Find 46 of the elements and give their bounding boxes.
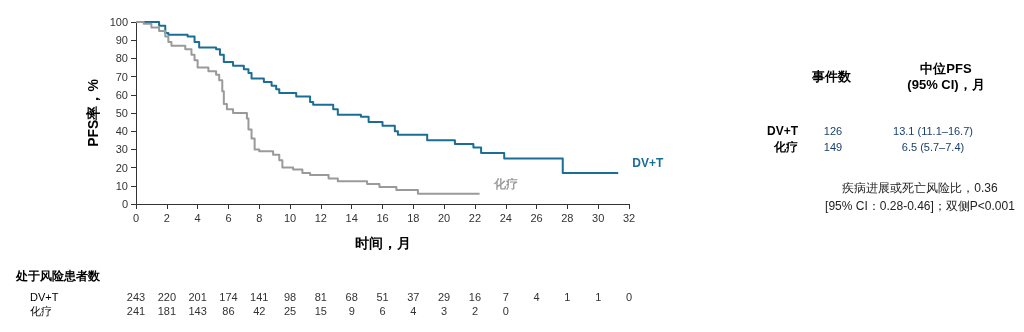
- x-tick-label: 16: [376, 211, 389, 224]
- x-tick-label: 14: [345, 211, 358, 224]
- x-tick-label: 2: [163, 211, 170, 224]
- y-tick-label: 30: [115, 143, 128, 156]
- text: 事件数: [810, 69, 852, 84]
- y-tick-label: 80: [115, 52, 128, 65]
- text: 化疗: [773, 140, 798, 154]
- text: DV+T: [30, 290, 59, 303]
- y-tick-label: 60: [115, 88, 128, 101]
- x-tick-label: 22: [468, 211, 482, 224]
- y-tick-label: 100: [109, 16, 128, 28]
- text: 疾病进展或死亡风险比，0.36 [95% CI：0.28-0.46]；双侧P<0.001: [825, 181, 1016, 213]
- text: 241 181 143 86 42 25 15 9 6 4 3 2 0: [126, 304, 509, 317]
- y-tick-label: 90: [115, 34, 128, 47]
- y-tick-label: 10: [115, 179, 128, 192]
- text: 243 220 201 174 141 98 81 68 51 37 29 16 7 4 1 1 0: [126, 290, 633, 303]
- y-tick-label: 70: [115, 70, 128, 83]
- x-axis-title: 时间，月: [354, 235, 411, 251]
- x-tick-label: 18: [407, 211, 420, 224]
- y-tick-label: 40: [115, 125, 128, 138]
- x-tick-label: 6: [225, 211, 232, 224]
- series-label: DV+T: [632, 156, 664, 171]
- text: 6.5 (5.7–7.4): [901, 140, 965, 153]
- y-tick-label: 50: [115, 107, 128, 119]
- x-tick-label: 32: [622, 211, 636, 224]
- x-tick-label: 28: [561, 211, 574, 224]
- y-axis-title: PFS率，%: [85, 78, 101, 147]
- text: 13.1 (11.1–16.7): [893, 124, 973, 137]
- text: 126: [823, 124, 843, 137]
- y-tick-label: 0: [121, 198, 128, 210]
- text: 处于风险患者数: [15, 269, 101, 283]
- x-tick-label: 0: [132, 211, 140, 224]
- text: 化疗: [30, 304, 52, 317]
- text: DV+T: [766, 124, 799, 138]
- series-label: 化疗: [492, 176, 518, 191]
- y-tick-label: 20: [115, 161, 128, 174]
- text: 中位PFS (95% CI)，月: [907, 60, 985, 92]
- x-tick-label: 24: [499, 211, 512, 224]
- x-tick-label: 30: [592, 211, 605, 224]
- x-tick-label: 10: [283, 211, 297, 224]
- x-tick-label: 20: [438, 211, 451, 224]
- x-tick-label: 8: [256, 211, 263, 224]
- x-tick-label: 26: [530, 211, 543, 224]
- text: 149: [823, 140, 843, 153]
- x-tick-label: 12: [314, 211, 327, 224]
- x-tick-label: 4: [194, 211, 201, 224]
